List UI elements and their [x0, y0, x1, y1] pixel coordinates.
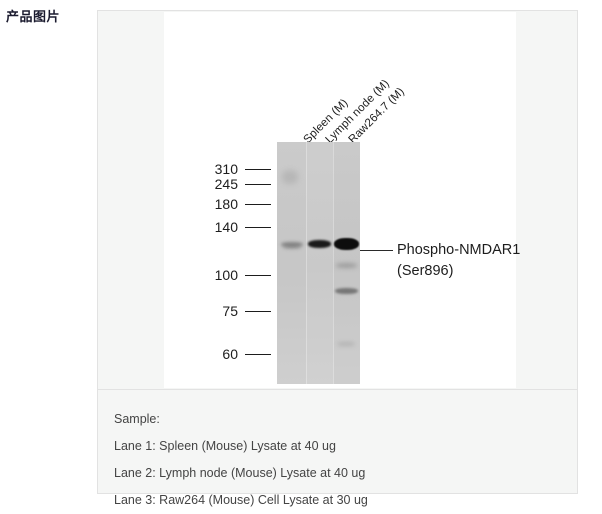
mw-tick-icon [245, 310, 271, 312]
mw-marker-label: 75 [222, 303, 238, 319]
band-annotation-line1: Phospho-NMDAR1 [397, 242, 521, 258]
blot-lane-1 [277, 142, 306, 384]
blot-band-lane3-quaternary [337, 342, 355, 346]
mw-tick-icon [245, 203, 271, 205]
mw-marker-245: 245 [164, 177, 274, 191]
mw-marker-60: 60 [164, 347, 274, 361]
band-annotation-line2: (Ser896) [397, 263, 454, 279]
mw-marker-310: 310 [164, 162, 274, 176]
caption-line-sample: Sample: [114, 412, 160, 426]
mw-tick-icon [245, 168, 271, 170]
mw-marker-label: 180 [214, 196, 238, 212]
blot-band-lane3 [334, 238, 359, 250]
blot-band-lane3-secondary [336, 263, 357, 268]
band-annotation: Phospho-NMDAR1 (Ser896) [397, 240, 520, 282]
lane-divider [306, 142, 307, 384]
mw-tick-icon [245, 183, 271, 185]
blot-band-lane1-lower [283, 246, 301, 249]
mw-marker-100: 100 [164, 268, 274, 282]
page-title: 产品图片 [6, 9, 61, 24]
mw-marker-label: 245 [214, 176, 238, 192]
caption-line-lane-1: Lane 1: Spleen (Mouse) Lysate at 40 ug [114, 439, 336, 453]
annotation-leader-line [360, 250, 393, 251]
mw-marker-label: 100 [214, 267, 238, 283]
mw-marker-label: 310 [214, 161, 238, 177]
sample-caption: Sample: Lane 1: Spleen (Mouse) Lysate at… [114, 406, 554, 514]
caption-line-lane-2: Lane 2: Lymph node (Mouse) Lysate at 40 … [114, 466, 366, 480]
blot-band-lane2 [308, 240, 331, 248]
blot-membrane [277, 142, 360, 384]
mw-tick-icon [245, 226, 271, 228]
mw-marker-75: 75 [164, 304, 274, 318]
blot-lane-2 [306, 142, 333, 384]
mw-marker-140: 140 [164, 220, 274, 234]
western-blot-figure: Spleen (M) Lymph node (M) Raw264.7 (M) 3… [164, 12, 520, 388]
mw-tick-icon [245, 274, 271, 276]
mw-marker-label: 60 [222, 346, 238, 362]
lane-divider [333, 142, 334, 384]
caption-line-lane-3: Lane 3: Raw264 (Mouse) Cell Lysate at 30… [114, 493, 368, 507]
blot-band-smear [282, 170, 298, 184]
panel-divider [98, 389, 577, 390]
blot-band-lane1 [281, 242, 303, 247]
product-image-panel: Spleen (M) Lymph node (M) Raw264.7 (M) 3… [97, 10, 578, 507]
mw-tick-icon [245, 353, 271, 355]
mw-marker-180: 180 [164, 197, 274, 211]
blot-band-lane3-tertiary [335, 288, 358, 294]
mw-marker-label: 140 [214, 219, 238, 235]
